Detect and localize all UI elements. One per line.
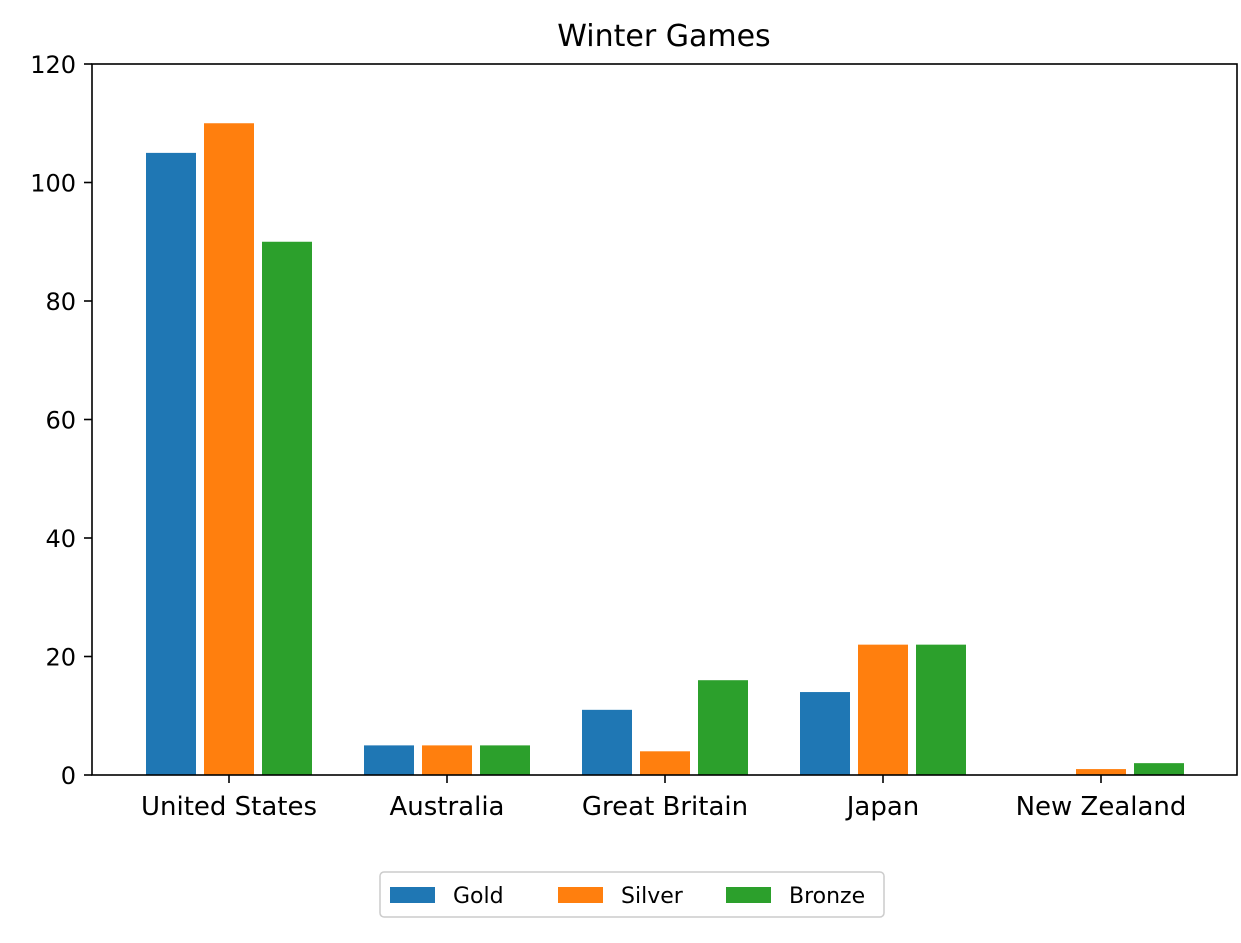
bar-silver-great-britain [640, 751, 690, 775]
x-tick-label: Australia [389, 792, 504, 822]
bar-bronze-japan [916, 644, 966, 775]
legend-label-bronze: Bronze [789, 884, 865, 909]
y-tick-label: 60 [45, 407, 76, 435]
x-tick-label: Great Britain [582, 792, 748, 822]
bar-gold-australia [364, 745, 414, 776]
y-tick-label: 100 [30, 170, 76, 198]
legend-items: Gold Silver Bronze [390, 884, 865, 909]
chart-title: Winter Games [557, 19, 770, 54]
y-tick-label: 20 [45, 644, 76, 672]
bar-silver-japan [858, 644, 908, 775]
legend-box [379, 871, 885, 918]
bar-silver-new-zealand [1076, 769, 1126, 775]
bar-bronze-new-zealand [1134, 763, 1184, 775]
bar-silver-united-states [204, 123, 254, 775]
bars-layer [146, 123, 1184, 776]
bar-bronze-great-britain [698, 680, 748, 775]
y-tick-label: 120 [30, 51, 76, 79]
x-tick-label: Japan [845, 792, 920, 822]
bar-bronze-australia [480, 745, 530, 776]
x-tick-label: New Zealand [1016, 792, 1187, 822]
bar-gold-japan [800, 692, 850, 775]
x-axis: United States Australia Great Britain Japan… [141, 775, 1186, 822]
y-tick-label: 0 [61, 762, 76, 790]
plot-frame [91, 63, 1238, 776]
legend-swatch-gold [390, 887, 435, 903]
y-axis: 0 20 40 60 80 100 120 [30, 51, 92, 790]
legend-swatch-silver [558, 887, 603, 903]
bar-gold-united-states [146, 152, 196, 776]
legend-label-silver: Silver [621, 884, 684, 909]
bar-bronze-united-states [262, 241, 312, 775]
x-tick-label: United States [141, 792, 317, 822]
legend-label-gold: Gold [453, 884, 504, 909]
y-tick-label: 40 [45, 525, 76, 553]
legend: Gold Silver Bronze [379, 871, 885, 918]
bar-gold-great-britain [582, 709, 632, 775]
legend-swatch-bronze [726, 887, 771, 903]
bar-silver-australia [422, 745, 472, 776]
y-tick-label: 80 [45, 288, 76, 316]
